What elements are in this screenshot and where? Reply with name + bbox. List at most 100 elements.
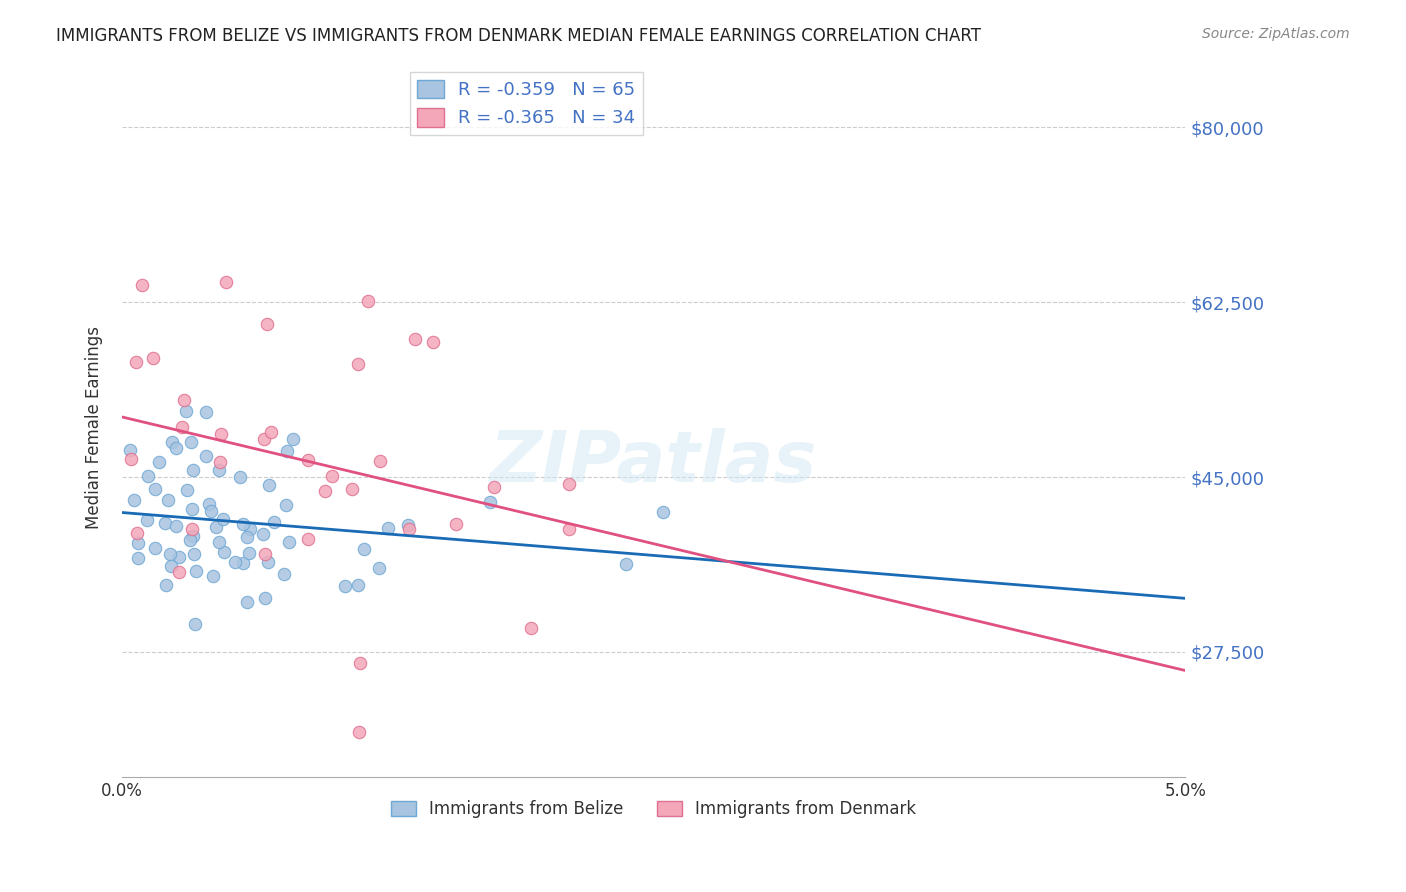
Point — [127, 535, 149, 549]
Point — [520, 621, 543, 635]
Point — [281, 432, 304, 446]
Point — [208, 463, 231, 477]
Point — [127, 526, 149, 541]
Point — [396, 518, 419, 533]
Point — [257, 555, 280, 569]
Point — [195, 404, 218, 418]
Point — [484, 480, 506, 494]
Point — [194, 449, 217, 463]
Point — [238, 546, 260, 560]
Point — [256, 317, 278, 331]
Point — [263, 516, 285, 530]
Point — [342, 482, 364, 496]
Point — [276, 444, 298, 458]
Point — [174, 403, 197, 417]
Point — [224, 555, 246, 569]
Point — [135, 513, 157, 527]
Point — [184, 565, 207, 579]
Point — [370, 454, 392, 468]
Point — [202, 569, 225, 583]
Point — [357, 293, 380, 308]
Point — [169, 549, 191, 564]
Point — [232, 516, 254, 531]
Point — [165, 519, 187, 533]
Point — [148, 455, 170, 469]
Point — [136, 469, 159, 483]
Point — [479, 495, 502, 509]
Text: Source: ZipAtlas.com: Source: ZipAtlas.com — [1202, 27, 1350, 41]
Point — [200, 504, 222, 518]
Point — [170, 419, 193, 434]
Point — [173, 392, 195, 407]
Point — [181, 522, 204, 536]
Point — [143, 541, 166, 555]
Point — [181, 529, 204, 543]
Point — [297, 453, 319, 467]
Point — [214, 545, 236, 559]
Point — [253, 432, 276, 446]
Point — [274, 498, 297, 512]
Text: ZIPatlas: ZIPatlas — [491, 427, 817, 497]
Point — [236, 529, 259, 543]
Point — [127, 551, 149, 566]
Point — [204, 520, 226, 534]
Point — [557, 476, 579, 491]
Point — [239, 522, 262, 536]
Point — [215, 275, 238, 289]
Point — [120, 452, 142, 467]
Point — [254, 591, 277, 605]
Point — [259, 477, 281, 491]
Point — [124, 492, 146, 507]
Point — [181, 502, 204, 516]
Text: IMMIGRANTS FROM BELIZE VS IMMIGRANTS FROM DENMARK MEDIAN FEMALE EARNINGS CORRELA: IMMIGRANTS FROM BELIZE VS IMMIGRANTS FRO… — [56, 27, 981, 45]
Point — [367, 561, 389, 575]
Point — [211, 512, 233, 526]
Point — [118, 443, 141, 458]
Point — [252, 526, 274, 541]
Point — [254, 547, 277, 561]
Point — [160, 435, 183, 450]
Point — [273, 566, 295, 581]
Point — [165, 441, 187, 455]
Point — [614, 557, 637, 571]
Y-axis label: Median Female Earnings: Median Female Earnings — [86, 326, 103, 529]
Point — [176, 483, 198, 497]
Point — [422, 335, 444, 350]
Point — [335, 578, 357, 592]
Point — [153, 516, 176, 530]
Point — [143, 482, 166, 496]
Point — [236, 595, 259, 609]
Point — [125, 355, 148, 369]
Point — [347, 724, 370, 739]
Point — [159, 559, 181, 574]
Point — [183, 617, 205, 632]
Point — [179, 533, 201, 547]
Point — [349, 657, 371, 671]
Point — [180, 435, 202, 450]
Point — [209, 455, 232, 469]
Point — [314, 484, 336, 499]
Point — [231, 557, 253, 571]
Point — [353, 541, 375, 556]
Point — [651, 505, 673, 519]
Point — [404, 333, 426, 347]
Point — [209, 427, 232, 442]
Point — [277, 535, 299, 549]
Point — [181, 463, 204, 477]
Point — [557, 522, 579, 536]
Point — [159, 547, 181, 561]
Point — [169, 565, 191, 579]
Point — [155, 577, 177, 591]
Legend: Immigrants from Belize, Immigrants from Denmark: Immigrants from Belize, Immigrants from … — [384, 793, 924, 824]
Point — [142, 351, 165, 366]
Point — [229, 470, 252, 484]
Point — [131, 277, 153, 292]
Point — [183, 547, 205, 561]
Point — [347, 357, 370, 371]
Point — [444, 516, 467, 531]
Point — [346, 577, 368, 591]
Point — [260, 425, 283, 440]
Point — [208, 534, 231, 549]
Point — [157, 492, 180, 507]
Point — [198, 497, 221, 511]
